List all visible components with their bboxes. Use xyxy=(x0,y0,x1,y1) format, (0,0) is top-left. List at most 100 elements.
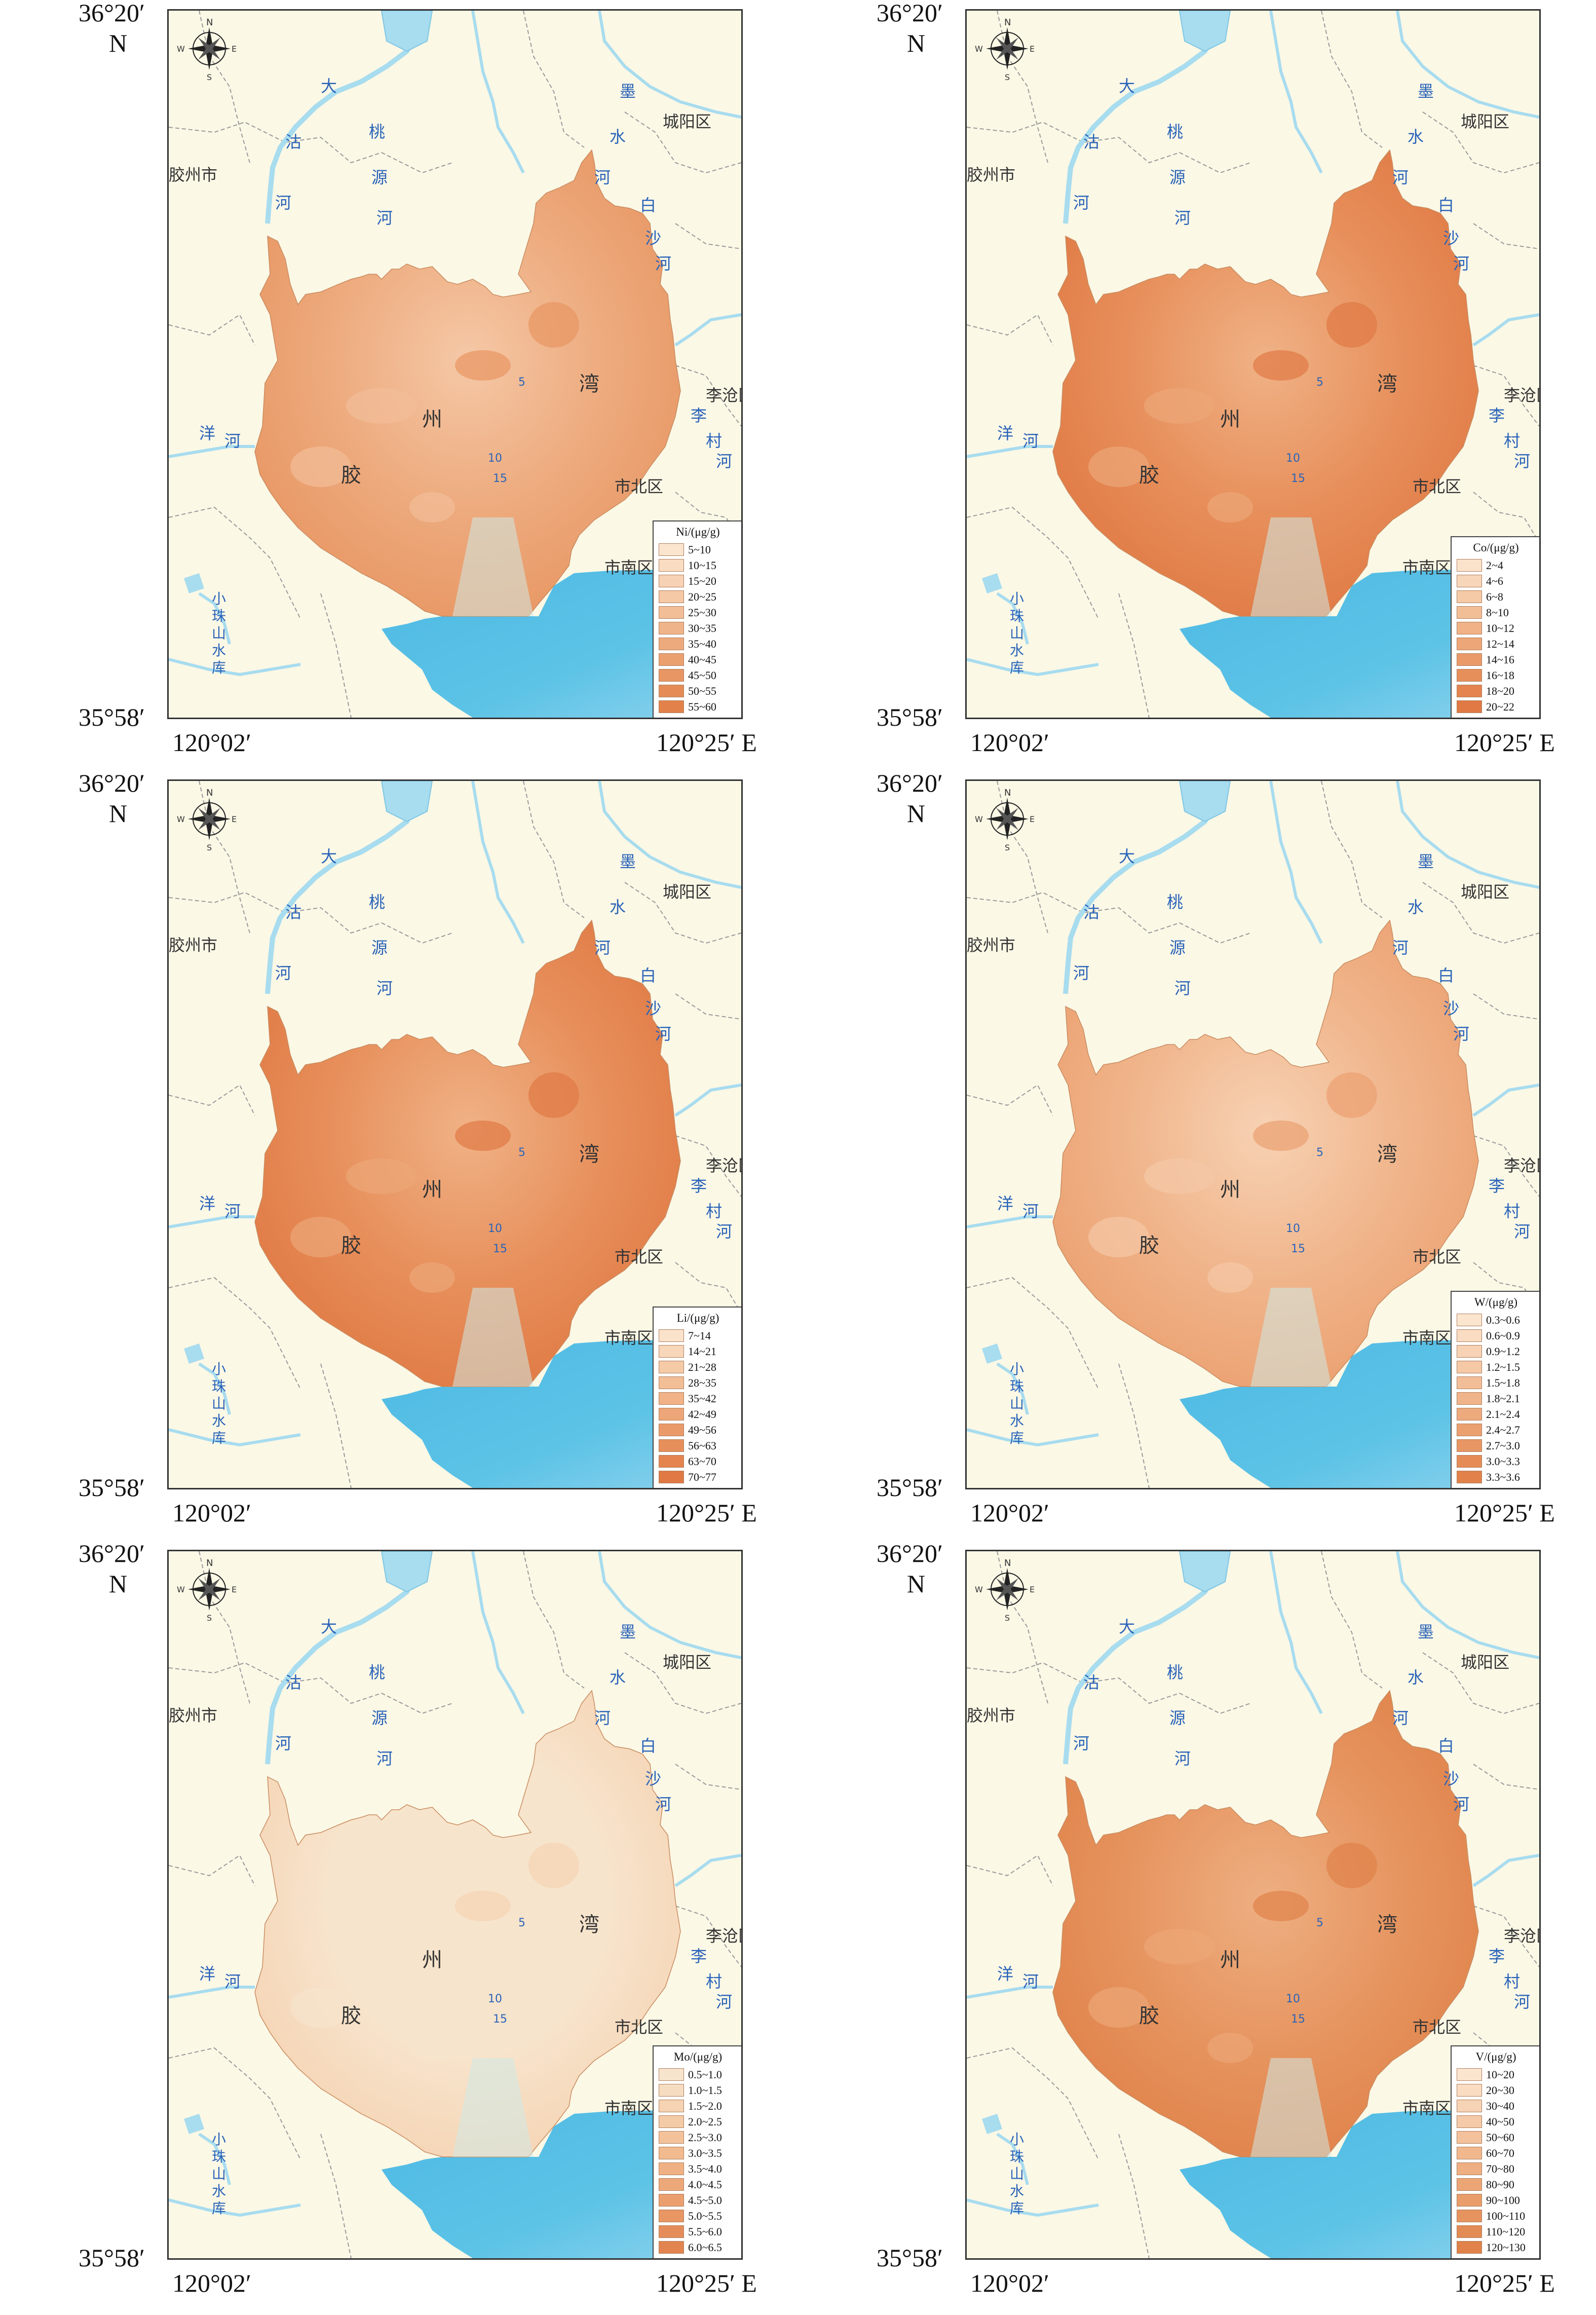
water-label-moshui-river: 河 xyxy=(594,168,611,187)
legend-swatch xyxy=(659,638,684,650)
lon-left-label: 120°02′ xyxy=(970,1499,1049,1527)
legend-item: 60~70 xyxy=(1457,2145,1535,2161)
place-label-chengyang: 城阳区 xyxy=(663,1653,711,1672)
district-boundary xyxy=(169,121,453,174)
river xyxy=(169,1986,255,1999)
river xyxy=(169,445,255,458)
reservoir-label-char: 山 xyxy=(1010,1395,1024,1412)
water-label-baisha-river: 沙 xyxy=(1443,229,1459,248)
legend-item-label: 45~50 xyxy=(688,668,716,682)
district-boundary xyxy=(1321,11,1383,148)
water-label-baisha-river: 白 xyxy=(1438,966,1454,985)
bay-concentration-surface xyxy=(1052,1690,1479,2157)
river xyxy=(1472,313,1539,347)
map-canvas: NSEW城阳区李沧区市北区市南区胶州市小珠山水库大沽河桃源河墨水河白沙河洋河李村… xyxy=(967,781,1539,1488)
concentration-patch xyxy=(409,2033,455,2063)
lat-bottom-label: 35°58′ xyxy=(79,2244,145,2272)
legend-item-label: 2~4 xyxy=(1486,558,1503,572)
reservoir-shape xyxy=(381,781,433,823)
lat-top-hemisphere: N xyxy=(109,799,128,828)
map-frame: NSEW城阳区李沧区市北区市南区胶州市小珠山水库大沽河桃源河墨水河白沙河洋河李村… xyxy=(167,779,743,1489)
reservoir-shape xyxy=(1179,11,1231,52)
water-label-licun-river: 村 xyxy=(1504,431,1520,451)
water-label-moshui-river: 河 xyxy=(1392,168,1409,187)
legend-swatch xyxy=(659,653,684,666)
lon-right-label: 120°25′ E xyxy=(656,1499,757,1527)
river xyxy=(598,11,741,119)
water-label-bay-name: 湾 xyxy=(579,1913,599,1936)
legend-item: 1.2~1.5 xyxy=(1457,1359,1535,1375)
water-label-taoyuan-river: 河 xyxy=(376,979,393,998)
lat-top-label: 36°20′ xyxy=(79,1539,145,1567)
water-label-dagu-river: 沽 xyxy=(285,1673,301,1692)
reservoir-label-char: 小 xyxy=(1010,590,1024,607)
water-label-dagu-river: 河 xyxy=(1073,193,1089,212)
legend-item-label: 35~40 xyxy=(688,637,716,650)
concentration-patch xyxy=(1207,1262,1253,1293)
place-label-jiaozhou-city: 胶州市 xyxy=(967,936,1015,955)
legend-swatch xyxy=(1457,2178,1482,2191)
legend-item: 5~10 xyxy=(659,542,737,557)
water-label-licun-river: 村 xyxy=(1504,1202,1520,1221)
river xyxy=(967,1986,1053,1999)
river xyxy=(1396,11,1539,119)
sea-area xyxy=(1180,1338,1539,1488)
depth-contour-label: 15 xyxy=(1291,2013,1305,2026)
legend-item: 90~100 xyxy=(1457,2192,1535,2208)
water-label-yang-river: 洋 xyxy=(997,1194,1013,1213)
lon-left-label: 120°02′ xyxy=(172,728,251,757)
water-label-licun-river: 河 xyxy=(716,1992,732,2011)
legend-item: 10~15 xyxy=(659,557,737,573)
legend-item-label: 4~6 xyxy=(1486,574,1503,587)
water-label-bay-name: 州 xyxy=(1220,408,1240,431)
map-canvas: NSEW城阳区李沧区市北区市南区胶州市小珠山水库大沽河桃源河墨水河白沙河洋河李村… xyxy=(169,1551,741,2258)
legend-item: 12~14 xyxy=(1457,636,1535,652)
legend-swatch xyxy=(1457,1361,1482,1373)
water-label-licun-river: 村 xyxy=(706,431,722,451)
legend-item-label: 0.9~1.2 xyxy=(1486,1345,1520,1358)
legend-item-label: 3.5~4.0 xyxy=(688,2162,722,2175)
district-boundary xyxy=(320,593,352,718)
water-label-dagu-river: 沽 xyxy=(1083,132,1099,152)
legend-swatch xyxy=(1457,2225,1482,2238)
legend-item-label: 14~21 xyxy=(688,1345,716,1358)
legend-item: 28~35 xyxy=(659,1375,737,1391)
legend-item: 70~80 xyxy=(1457,2161,1535,2177)
river xyxy=(198,2133,231,2185)
legend-swatch xyxy=(1457,2100,1482,2112)
legend-item: 35~42 xyxy=(659,1391,737,1406)
legend-item-label: 120~130 xyxy=(1486,2241,1526,2254)
legend-item-label: 30~35 xyxy=(688,621,716,634)
legend-item-label: 8~10 xyxy=(1486,606,1509,619)
legend-swatch xyxy=(659,1329,684,1342)
small-reservoir-shape xyxy=(184,1343,204,1364)
legend-item: 4~6 xyxy=(1457,573,1535,589)
legend-swatch xyxy=(1457,1345,1482,1358)
depth-contour-label: 15 xyxy=(493,2013,507,2026)
concentration-patch xyxy=(1207,492,1253,522)
river xyxy=(169,1428,301,1447)
legend-swatch xyxy=(1457,2194,1482,2207)
place-label-shinan: 市南区 xyxy=(1402,2099,1451,2118)
compass-s-label: S xyxy=(207,72,212,82)
water-label-yang-river: 河 xyxy=(224,431,241,451)
compass-n-label: N xyxy=(206,788,213,798)
legend-item-label: 12~14 xyxy=(1486,637,1514,650)
concentration-patch xyxy=(1088,1217,1149,1257)
map-canvas: NSEW城阳区李沧区市北区市南区胶州市小珠山水库大沽河桃源河墨水河白沙河洋河李村… xyxy=(967,1551,1539,2258)
bay-concentration-surface xyxy=(254,1690,681,2157)
water-label-baisha-river: 河 xyxy=(1453,1024,1469,1043)
reservoir-label-char: 库 xyxy=(212,2200,226,2217)
district-boundary xyxy=(1473,1764,1539,1790)
sea-area xyxy=(1180,568,1539,718)
legend-swatch xyxy=(659,2131,684,2144)
place-label-shinan: 市南区 xyxy=(1402,558,1451,577)
water-label-bay-name: 州 xyxy=(1220,1178,1240,1202)
water-label-baisha-river: 白 xyxy=(1438,1736,1454,1756)
district-boundary xyxy=(169,1277,301,1390)
reservoir-shape xyxy=(381,1551,433,1593)
river xyxy=(996,592,1029,645)
concentration-patch xyxy=(455,1121,511,1151)
reservoir-label-char: 水 xyxy=(212,1412,226,1429)
legend-item: 2.5~3.0 xyxy=(659,2130,737,2145)
